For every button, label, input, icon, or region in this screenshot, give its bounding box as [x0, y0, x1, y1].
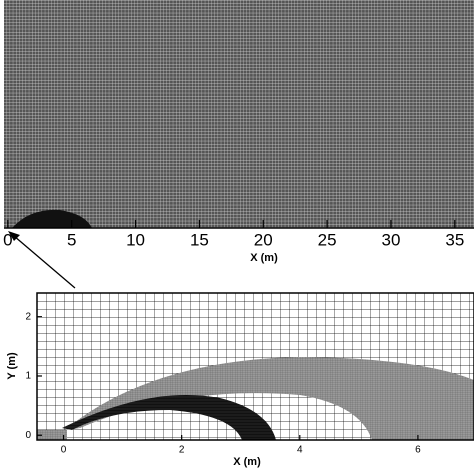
y-tick-label: 1	[25, 371, 31, 382]
x-tick-label: 15	[190, 230, 209, 249]
y-tick-label: 2	[25, 311, 31, 322]
x-tick-label: 6	[415, 445, 421, 456]
x-tick-label: 30	[382, 230, 401, 249]
arrow	[13, 235, 76, 289]
x-tick-label: 0	[61, 445, 67, 456]
x-tick-label: 0	[3, 230, 12, 249]
x-axis-label: X (m)	[233, 456, 261, 468]
x-tick-label: 2	[179, 445, 185, 456]
axes-box	[36, 292, 474, 441]
mesh-refined	[65, 357, 474, 440]
y-axis-label: Y (m)	[6, 352, 18, 380]
mesh-refined	[37, 430, 67, 440]
x-tick-label: 20	[254, 230, 273, 249]
mesh-refined	[62, 394, 276, 440]
y-tick-label: 0	[25, 430, 31, 441]
x-tick-label: 25	[318, 230, 337, 249]
x-tick-label: 10	[126, 230, 145, 249]
arrow-head	[8, 231, 20, 241]
x-tick-label: 5	[67, 230, 76, 249]
x-axis-label: X (m)	[250, 252, 278, 264]
mesh-top	[4, 0, 474, 228]
x-tick-label: 35	[445, 230, 464, 249]
x-tick-label: 4	[297, 445, 303, 456]
